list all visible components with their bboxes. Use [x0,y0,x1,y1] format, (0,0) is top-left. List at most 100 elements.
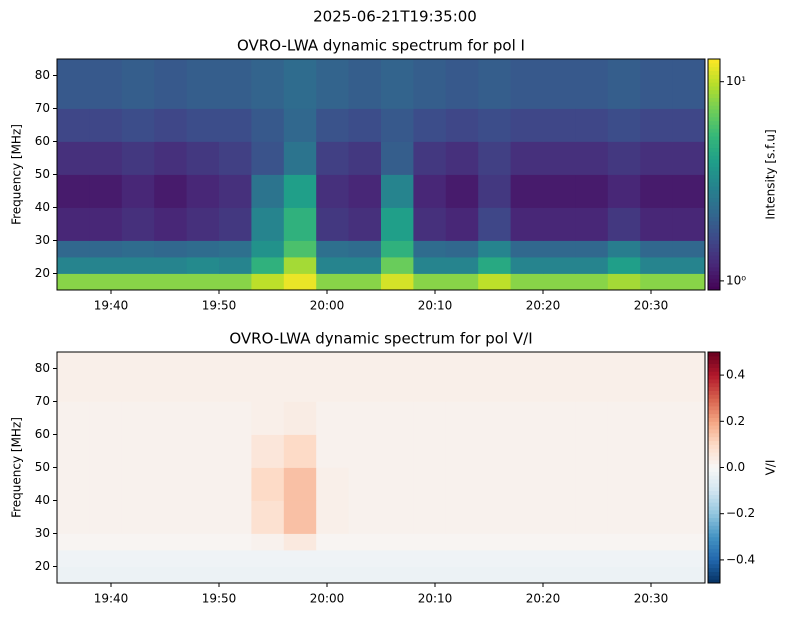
heatmap-cell [283,257,317,274]
heatmap-cell [219,467,252,501]
colorbar-slice [708,506,720,511]
colorbar-slice [708,455,720,461]
heatmap-cell [283,207,317,241]
heatmap-cell [154,257,187,274]
heatmap-cell [348,401,382,435]
heatmap-cell [445,401,479,435]
heatmap-cell [575,533,609,551]
heatmap-cell [57,500,90,534]
heatmap-cell [316,59,349,109]
colorbar-slice [708,417,720,422]
colorbar-slice [708,448,720,453]
heatmap-cell [607,352,641,402]
heatmap-cell [154,174,187,208]
heatmap-cell [413,500,447,534]
heatmap-cell [478,108,511,142]
colorbar-slice [708,243,720,249]
heatmap-cell [154,352,187,402]
heatmap-cell [89,500,123,534]
colorbar-slice [708,85,720,91]
heatmap-cell [121,401,155,435]
colorbar-slice [708,278,720,283]
x-tick-label: 19:40 [94,299,129,313]
heatmap-cell [510,273,544,291]
heatmap-cell [607,174,641,208]
colorbar-slice [708,197,720,202]
heatmap-cell [186,500,220,534]
heatmap-cell [413,257,447,274]
colorbar-tick-label: 0.2 [726,414,745,428]
heatmap-cell [478,174,511,208]
heatmap-cell [89,240,123,258]
heatmap-cell [283,240,317,258]
x-tick-label: 20:10 [418,592,453,606]
heatmap-cell [57,401,90,435]
x-tick-label: 19:50 [202,299,237,313]
x-tick-label: 20:00 [310,299,345,313]
heatmap-cell [348,108,382,142]
heatmap-cell [251,434,285,468]
colorbar-slice [708,544,720,549]
colorbar-slice [708,409,720,415]
colorbar-slice [708,112,720,118]
colorbar-slice [708,494,720,499]
colorbar-slice [708,486,720,492]
heatmap-cell [478,533,511,551]
heatmap-cell [672,174,706,208]
heatmap-cell [575,257,609,274]
heatmap-cell [154,108,187,142]
heatmap-cell [510,240,544,258]
colorbar-slice [708,205,720,210]
x-tick-label: 20:30 [634,592,669,606]
colorbar-slice [708,402,720,407]
colorbar-slice [708,236,720,241]
heatmap-cell [381,500,414,534]
colorbar-slice [708,239,720,245]
heatmap-cell [283,141,317,175]
heatmap-cell [672,566,706,584]
y-tick-label: 40 [35,200,50,214]
heatmap-cell [575,240,609,258]
x-tick-label: 20:10 [418,299,453,313]
colorbar-slice [708,66,720,72]
colorbar-slice [708,382,720,388]
colorbar-slice [708,575,720,580]
heatmap-cell [607,240,641,258]
colorbar-slice [708,247,720,252]
heatmap-cell [89,207,123,241]
colorbar-tick-label: 10¹ [726,74,746,88]
heatmap-cell [607,550,641,567]
colorbar-slice [708,74,720,79]
heatmap-cell [283,108,317,142]
colorbar-slice [708,209,720,214]
heatmap-cell [445,434,479,468]
heatmap-cell [316,141,349,175]
heatmap-cell [154,434,187,468]
heatmap-cell [283,500,317,534]
heatmap-cell [510,352,544,402]
colorbar-slice [708,282,720,287]
heatmap-cell [575,141,609,175]
colorbar-slice [708,432,720,438]
heatmap-cell [154,273,187,291]
heatmap-cell [121,550,155,567]
colorbar-slice [708,421,720,426]
heatmap-cell [154,566,187,584]
heatmap-cell [640,467,673,501]
heatmap-cell [510,108,544,142]
y-tick-label: 30 [35,526,50,540]
heatmap-cell [121,352,155,402]
colorbar-slice [708,274,720,279]
colorbar-slice [708,270,720,276]
colorbar-slice [708,82,720,87]
heatmap-cell [445,533,479,551]
colorbar-label: Intensity [s.f.u] [764,129,778,219]
heatmap-cell [154,240,187,258]
heatmap-cell [121,174,155,208]
heatmap-cell [510,467,544,501]
heatmap-cell [575,550,609,567]
colorbar-slice [708,490,720,495]
heatmap-cell [348,257,382,274]
heatmap-cell [478,566,511,584]
colorbar-slice [708,563,720,569]
